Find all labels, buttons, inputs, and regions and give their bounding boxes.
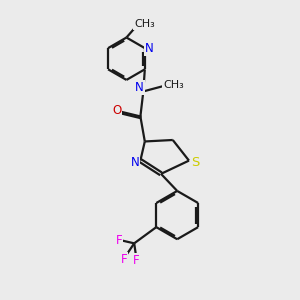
Text: N: N [135, 81, 144, 94]
Text: F: F [133, 254, 140, 267]
Text: O: O [112, 104, 122, 117]
Text: N: N [145, 42, 154, 55]
Text: CH₃: CH₃ [134, 19, 155, 29]
Text: S: S [191, 156, 199, 169]
Text: F: F [116, 234, 122, 247]
Text: F: F [121, 253, 127, 266]
Text: CH₃: CH₃ [163, 80, 184, 90]
Text: N: N [131, 157, 140, 169]
